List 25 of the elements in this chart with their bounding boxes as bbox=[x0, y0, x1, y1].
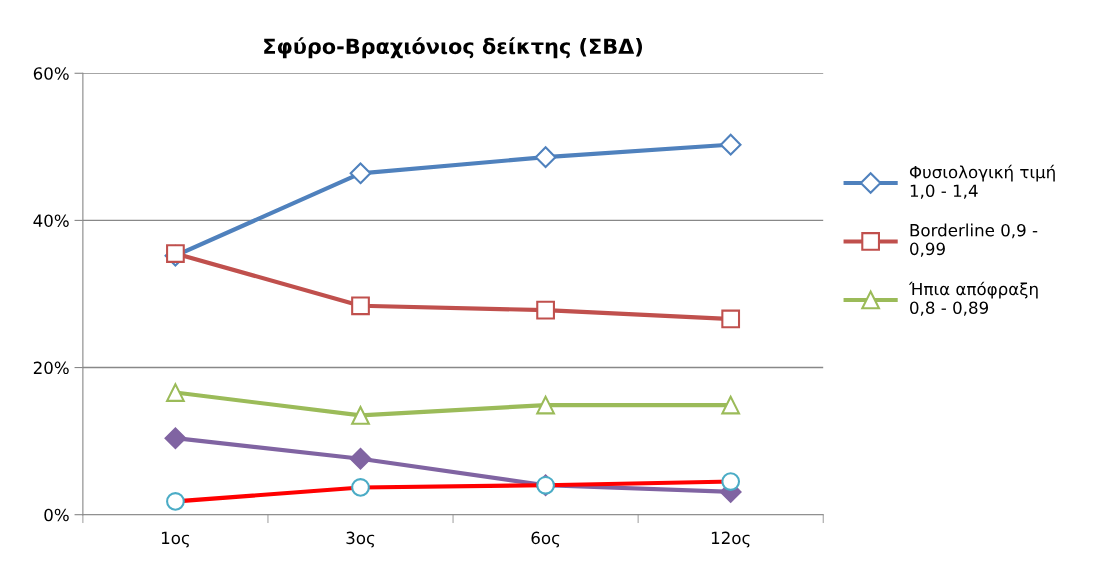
point bbox=[164, 427, 187, 450]
point bbox=[349, 162, 372, 185]
chart-title: Σφύρο-Βραχιόνιος δείκτης (ΣΒΔ) bbox=[264, 37, 643, 59]
point bbox=[351, 405, 370, 425]
x-tick-label: 6ος bbox=[531, 531, 560, 548]
point bbox=[534, 146, 557, 169]
point bbox=[349, 447, 372, 470]
y-tick-label: 40% bbox=[33, 214, 69, 227]
point bbox=[721, 395, 741, 415]
x-tick-label: 3ος bbox=[346, 531, 375, 548]
legend-label: Borderline 0,9 - 0,99 bbox=[910, 223, 1038, 257]
legend-label: Ήπια απόφραξη 0,8 - 0,89 bbox=[908, 281, 1038, 316]
point bbox=[536, 300, 555, 320]
point bbox=[166, 244, 185, 263]
y-tick-label: 0% bbox=[44, 508, 69, 522]
point bbox=[351, 296, 370, 316]
point bbox=[536, 395, 555, 415]
point bbox=[166, 383, 185, 402]
point bbox=[719, 133, 742, 156]
y-tick-label: 20% bbox=[33, 361, 69, 375]
point bbox=[721, 309, 741, 329]
legend-label: Φυσιολογική τιμή 1,0 - 1,4 bbox=[909, 164, 1055, 199]
x-tick-label: 12ος bbox=[711, 531, 750, 548]
y-tick-label: 60% bbox=[33, 67, 69, 80]
x-tick-label: 1ος bbox=[161, 531, 190, 548]
